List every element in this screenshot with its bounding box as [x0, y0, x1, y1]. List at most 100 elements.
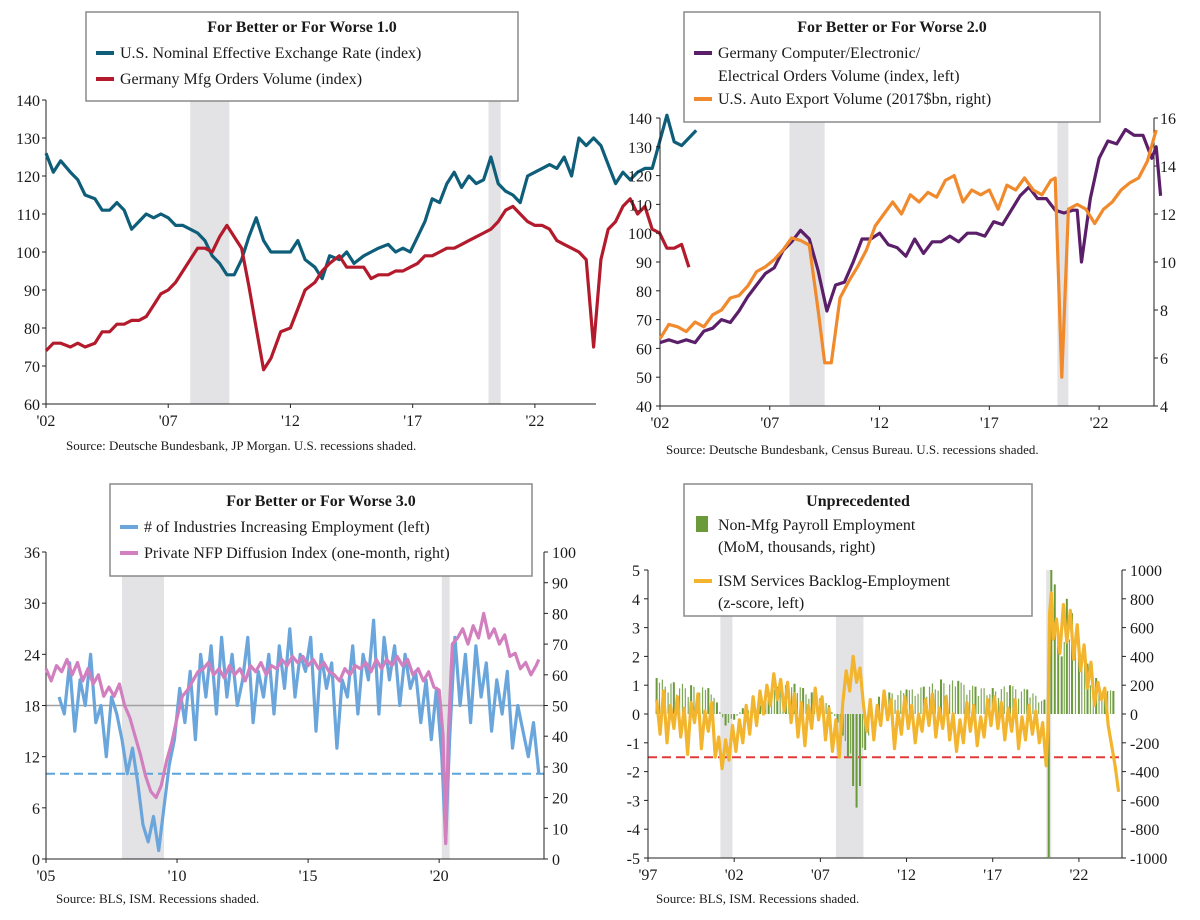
y-tick-label: 36: [24, 545, 40, 562]
bar-mark: [969, 690, 971, 714]
y-tick-label-right: 60: [552, 668, 568, 685]
bar-mark: [859, 714, 862, 786]
y-tick-label: 130: [628, 140, 652, 157]
y-tick-label-right: 30: [552, 760, 568, 777]
y-tick-label: 110: [629, 197, 652, 214]
y-tick-label-right: 14: [1160, 159, 1176, 176]
bar-mark: [1063, 641, 1065, 714]
bar-mark: [722, 714, 724, 718]
x-tick-label: '17: [403, 413, 422, 430]
x-tick-label: '22: [1090, 415, 1109, 432]
bar-mark: [1081, 661, 1083, 714]
legend-label: Germany Mfg Orders Volume (index): [120, 71, 362, 88]
bar-mark: [940, 679, 943, 714]
y-tick-label-right: 1000: [1130, 563, 1162, 580]
bar-mark: [1032, 693, 1034, 714]
bar-mark: [805, 694, 807, 714]
y-tick-label-right: 0: [552, 852, 560, 869]
y-tick-label: 18: [24, 699, 40, 716]
bar-mark: [672, 682, 675, 714]
bar-mark: [1012, 686, 1014, 714]
bar-mark: [861, 714, 864, 748]
bar-mark: [670, 683, 672, 714]
y-tick-label-right: 400: [1130, 649, 1154, 666]
bar-mark: [989, 694, 991, 714]
legend-label: Private NFP Diffusion Index (one-month, …: [144, 545, 450, 562]
bar-mark: [719, 711, 721, 714]
y-tick-label: 100: [16, 245, 40, 262]
legend-label-cont: (z-score, left): [718, 595, 804, 612]
y-tick-label: -4: [627, 822, 640, 839]
x-tick-label: '02: [725, 867, 744, 884]
x-tick-label: '17: [983, 867, 1002, 884]
bar-mark: [972, 685, 974, 714]
bar-mark: [1053, 584, 1056, 714]
bar-mark: [693, 686, 695, 714]
y-tick-label-right: 100: [552, 545, 576, 562]
bar-mark: [1077, 649, 1080, 714]
y-tick-label: 70: [24, 359, 40, 376]
y-tick-label: 6: [32, 801, 40, 818]
bar-mark: [681, 683, 684, 714]
y-tick-label: 60: [24, 397, 40, 414]
x-tick-label: '05: [37, 868, 56, 885]
series-line-2: [44, 611, 541, 846]
bar-mark: [713, 697, 715, 714]
bar-mark: [877, 696, 880, 714]
source-note: Source: BLS, ISM. Recessions shaded.: [56, 891, 259, 906]
bar-mark: [759, 705, 762, 714]
bar-mark: [855, 714, 858, 808]
y-tick-label: 140: [16, 93, 40, 110]
y-tick-label: -5: [627, 851, 640, 868]
bar-mark: [934, 689, 936, 714]
y-tick-label: -1: [627, 736, 640, 753]
bar-mark: [911, 689, 913, 714]
recession-shade: [1057, 118, 1069, 406]
legend-label-cont: (MoM, thousands, right): [718, 539, 875, 556]
chart-panel-2: 40 50 60 70 80 90 100 110 120 130 140 4 6 8 10 12 14 16 '0…: [628, 11, 1176, 457]
legend-swatch: [696, 516, 708, 532]
y-tick-label-right: 4: [1160, 399, 1168, 416]
y-tick-label: 90: [636, 255, 652, 272]
y-tick-label: 2: [632, 649, 640, 666]
bar-mark: [707, 688, 710, 714]
source-note: Source: BLS, ISM. Recessions shaded.: [656, 891, 859, 906]
legend-box: [85, 11, 519, 102]
x-tick-label: '12: [281, 413, 300, 430]
legend-box: [683, 483, 1033, 617]
y-tick-label-right: -200: [1130, 736, 1159, 753]
y-tick-label-right: 8: [1160, 303, 1168, 320]
x-tick-label: '02: [651, 415, 670, 432]
recession-shade: [488, 100, 501, 404]
y-tick-label-right: 50: [552, 699, 568, 716]
series-line-2: [658, 129, 1158, 379]
y-tick-label-right: 800: [1130, 592, 1154, 609]
bar-mark: [897, 694, 899, 714]
bar-mark: [1057, 642, 1060, 714]
bar-mark: [687, 697, 689, 714]
bar-mark: [796, 693, 798, 714]
y-tick-label: 90: [24, 283, 40, 300]
bar-mark: [684, 688, 686, 714]
x-tick-label: '20: [430, 868, 449, 885]
bar-mark: [914, 695, 916, 714]
bar-mark: [1040, 700, 1043, 714]
bar-mark: [1050, 570, 1053, 714]
y-tick-label: 110: [17, 207, 40, 224]
bar-mark: [1017, 698, 1020, 714]
x-tick-label: '07: [159, 413, 178, 430]
bar-mark: [937, 690, 939, 714]
y-tick-label: 1: [632, 678, 640, 695]
chart-panel-1: 60 70 80 90 100 110 120 130 140 '02 '07 '12 '17 '22 Fo…: [16, 11, 698, 453]
legend-label-cont: Electrical Orders Volume (index, left): [718, 68, 960, 85]
bar-mark: [1043, 699, 1046, 714]
bar-mark: [1038, 702, 1040, 714]
y-tick-label: 4: [632, 592, 640, 609]
x-tick-label: '97: [639, 867, 658, 884]
y-tick-label: 70: [636, 313, 652, 330]
bar-mark: [701, 687, 704, 714]
bar-mark: [724, 714, 727, 726]
legend-label: U.S. Nominal Effective Exchange Rate (in…: [120, 45, 421, 62]
y-tick-label: 140: [628, 111, 652, 128]
bar-mark: [1101, 693, 1103, 714]
